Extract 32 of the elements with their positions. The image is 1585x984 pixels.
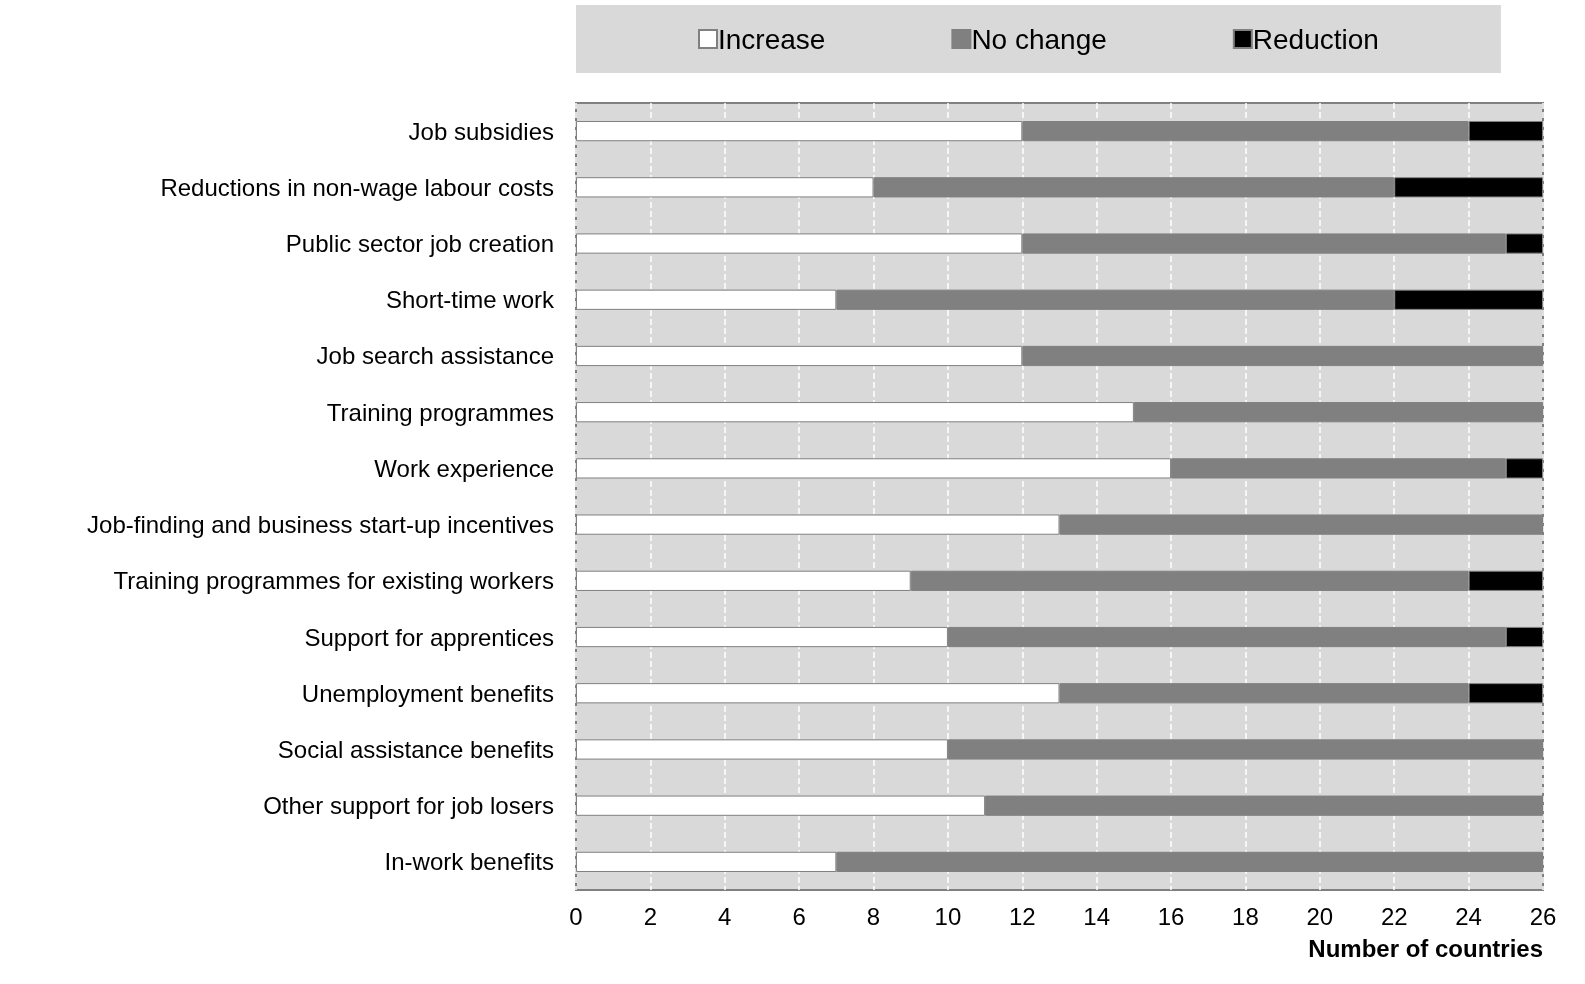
x-tick-label: 18	[1232, 902, 1259, 930]
x-tick-label: 0	[569, 902, 583, 930]
y-tick-label: Work experience	[374, 454, 554, 482]
x-tick-label: 22	[1380, 902, 1408, 930]
y-tick-label: Training programmes for existing workers	[113, 567, 554, 595]
y-tick-label: Public sector job creation	[285, 230, 554, 258]
y-tick-label: Job subsidies	[408, 117, 554, 145]
y-tick-label: Social assistance benefits	[277, 735, 554, 763]
y-tick-label: Training programmes	[326, 398, 554, 426]
x-tick-label: 4	[718, 902, 732, 930]
x-tick-label: 16	[1157, 902, 1185, 930]
y-tick-label: Job search assistance	[316, 342, 554, 370]
x-tick-label: 14	[1083, 902, 1111, 930]
y-tick-label: Reductions in non-wage labour costs	[160, 173, 554, 201]
y-tick-label: Short-time work	[385, 286, 555, 314]
y-tick-label: Job-finding and business start-up incentives	[87, 511, 554, 539]
x-tick-label: 26	[1529, 902, 1557, 930]
y-tick-label: In-work benefits	[384, 848, 554, 876]
legend-label: Reduction	[1252, 23, 1379, 55]
y-tick-label: Unemployment benefits	[301, 679, 554, 707]
x-tick-label: 10	[934, 902, 962, 930]
x-tick-label: 20	[1306, 902, 1334, 930]
x-tick-label: 2	[643, 902, 658, 930]
x-tick-label: 12	[1008, 902, 1036, 930]
legend-label: No change	[971, 23, 1107, 55]
x-tick-label: 6	[792, 902, 806, 930]
x-axis-title: Number of countries	[1308, 934, 1543, 962]
legend-label: Increase	[718, 23, 826, 55]
y-tick-label: Other support for job losers	[263, 792, 554, 820]
x-tick-label: 24	[1455, 902, 1482, 930]
y-tick-label: Support for apprentices	[304, 623, 554, 651]
x-tick-label: 8	[866, 902, 881, 930]
